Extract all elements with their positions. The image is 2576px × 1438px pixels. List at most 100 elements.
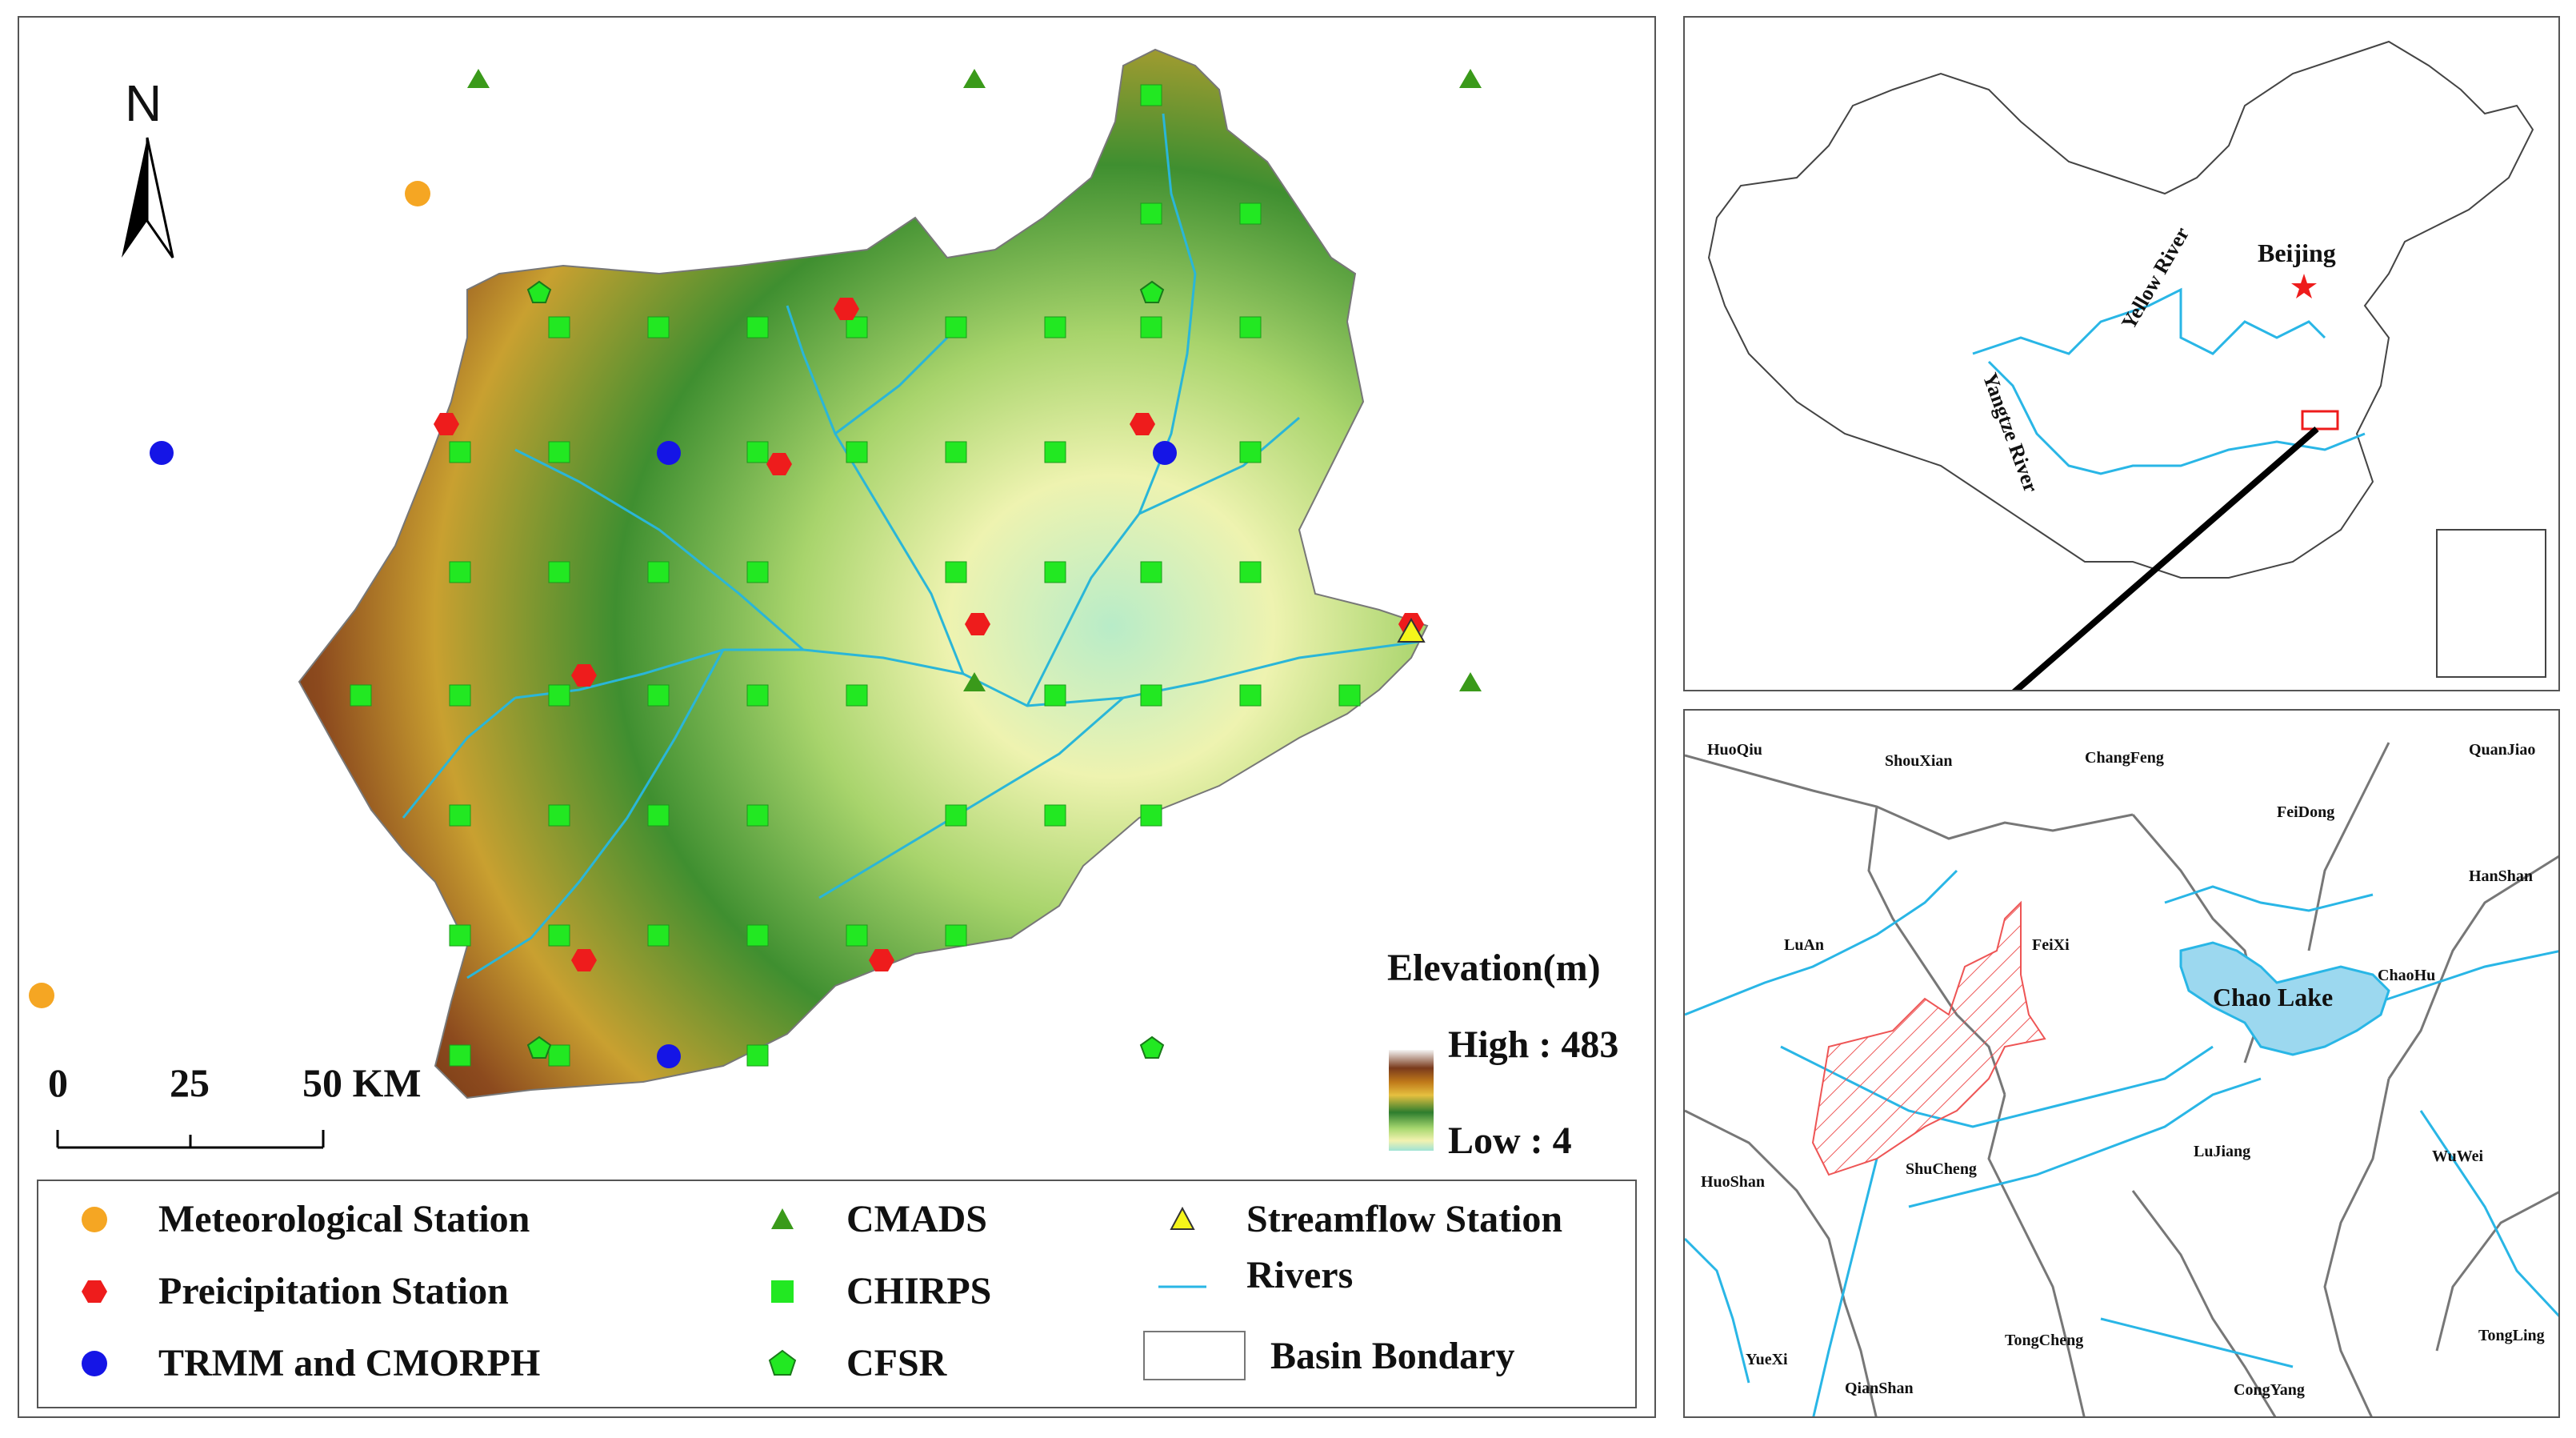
chirps-square bbox=[548, 441, 570, 463]
trmm-stations bbox=[150, 441, 1177, 1068]
basin-area bbox=[298, 48, 1429, 1100]
cmads-triangle bbox=[467, 69, 490, 88]
cfsr-pentagon bbox=[526, 1035, 552, 1059]
chirps-square bbox=[548, 1044, 570, 1067]
streamflow-triangle bbox=[1397, 617, 1426, 643]
green-triangle-icon bbox=[758, 1204, 806, 1236]
chirps-square bbox=[1239, 561, 1262, 583]
place-label-quanjiao: QuanJiao bbox=[2469, 741, 2536, 759]
chirps-square bbox=[846, 441, 868, 463]
legend-item-basin: Basin Bondary bbox=[1142, 1330, 1514, 1381]
chirps-square bbox=[746, 684, 769, 707]
china-outline bbox=[1707, 40, 2534, 579]
precipitation-hexagon bbox=[834, 298, 859, 320]
legend-item-cfsr: CFSR bbox=[758, 1341, 946, 1385]
chirps-square bbox=[1044, 684, 1066, 707]
chirps-square bbox=[846, 316, 868, 338]
place-label-congyang: CongYang bbox=[2234, 1381, 2305, 1399]
chirps-square bbox=[1044, 316, 1066, 338]
scale-bar bbox=[56, 1130, 325, 1149]
trmm-circle bbox=[657, 441, 681, 465]
legend-item-chirps: CHIRPS bbox=[758, 1269, 991, 1313]
main-map-panel: N 0 25 50 KM Elevation(m) High : 483 Low… bbox=[18, 16, 1656, 1418]
chirps-square bbox=[1338, 684, 1361, 707]
scale-label-0: 0 bbox=[48, 1060, 68, 1105]
chirps-square bbox=[1044, 561, 1066, 583]
chirps-square bbox=[449, 441, 471, 463]
china-rivers bbox=[1972, 287, 2366, 475]
cmads-triangle bbox=[1459, 69, 1482, 88]
chirps-square bbox=[746, 441, 769, 463]
admin-boundaries bbox=[1685, 742, 2558, 1416]
chirps-square bbox=[945, 924, 967, 947]
red-hexagon-icon bbox=[70, 1276, 118, 1308]
chirps-square bbox=[548, 316, 570, 338]
chirps-square bbox=[746, 561, 769, 583]
chirps-square bbox=[1140, 202, 1162, 225]
map-legend: Meteorological Station Preicipitation St… bbox=[37, 1180, 1637, 1408]
chirps-square bbox=[1044, 441, 1066, 463]
legend-item-precipitation: Preicipitation Station bbox=[70, 1269, 509, 1313]
chirps-square bbox=[1140, 804, 1162, 827]
place-label-feidong: FeiDong bbox=[2277, 803, 2335, 821]
place-label-luan: LuAn bbox=[1784, 936, 1825, 954]
chirps-square bbox=[1140, 84, 1162, 106]
study-area-box bbox=[2301, 410, 2339, 431]
chirps-square bbox=[846, 924, 868, 947]
chirps-square bbox=[449, 804, 471, 827]
chirps-square bbox=[548, 561, 570, 583]
chirps-square bbox=[1239, 202, 1262, 225]
place-label-wuwei: WuWei bbox=[2432, 1148, 2484, 1165]
chirps-square bbox=[846, 684, 868, 707]
chirps-square bbox=[548, 804, 570, 827]
chirps-square bbox=[1239, 441, 1262, 463]
elevation-ramp bbox=[1389, 1050, 1434, 1151]
boundary-box-icon bbox=[1142, 1330, 1246, 1381]
cmads-stations bbox=[467, 69, 1482, 691]
precipitation-hexagon bbox=[766, 453, 792, 475]
blue-circle-icon bbox=[70, 1348, 118, 1380]
place-label-huoqiu: HuoQiu bbox=[1707, 741, 1762, 759]
place-label-hanshan: HanShan bbox=[2469, 867, 2534, 885]
precipitation-hexagon bbox=[571, 664, 597, 687]
legend-item-trmm: TRMM and CMORPH bbox=[70, 1341, 540, 1385]
chao-lake-label: Chao Lake bbox=[2213, 983, 2334, 1011]
chirps-square bbox=[1140, 561, 1162, 583]
cfsr-pentagon bbox=[1139, 280, 1165, 303]
chirps-square bbox=[945, 316, 967, 338]
place-label-huoshan: HuoShan bbox=[1701, 1173, 1766, 1191]
orange-circle-icon bbox=[70, 1204, 118, 1236]
place-label-changfeng: ChangFeng bbox=[2085, 749, 2164, 767]
chirps-square bbox=[746, 316, 769, 338]
chirps-square bbox=[1044, 804, 1066, 827]
detail-map-svg bbox=[1685, 742, 2558, 1416]
beijing-star-icon bbox=[2291, 274, 2317, 298]
meteorological-circle bbox=[29, 983, 54, 1008]
legend-item-meteorological: Meteorological Station bbox=[70, 1197, 530, 1241]
river-line-icon bbox=[1158, 1260, 1206, 1292]
scale-label-50: 50 KM bbox=[302, 1060, 422, 1105]
study-area-hatched bbox=[1811, 900, 2046, 1176]
rivers bbox=[402, 113, 1420, 979]
chao-lake bbox=[2179, 941, 2390, 1056]
elevation-low-label: Low : 4 bbox=[1448, 1120, 1572, 1162]
green-square-icon bbox=[758, 1276, 806, 1308]
chirps-square bbox=[449, 561, 471, 583]
chirps-square bbox=[746, 1044, 769, 1067]
place-label-shucheng: ShuCheng bbox=[1906, 1160, 1977, 1178]
chirps-stations bbox=[350, 84, 1361, 1067]
place-label-shouxian: ShouXian bbox=[1885, 752, 1953, 770]
chirps-square bbox=[746, 804, 769, 827]
green-pentagon-icon bbox=[758, 1348, 806, 1380]
trmm-circle bbox=[1153, 441, 1177, 465]
chirps-square bbox=[945, 441, 967, 463]
chirps-square bbox=[647, 316, 670, 338]
cfsr-pentagon bbox=[526, 280, 552, 303]
meteorological-circle bbox=[405, 181, 430, 206]
cfsr-stations bbox=[526, 280, 1165, 1059]
trmm-circle bbox=[150, 441, 174, 465]
elevation-title: Elevation(m) bbox=[1387, 947, 1601, 989]
chirps-square bbox=[1239, 684, 1262, 707]
precipitation-hexagon bbox=[869, 949, 894, 971]
cmads-triangle bbox=[963, 672, 986, 691]
